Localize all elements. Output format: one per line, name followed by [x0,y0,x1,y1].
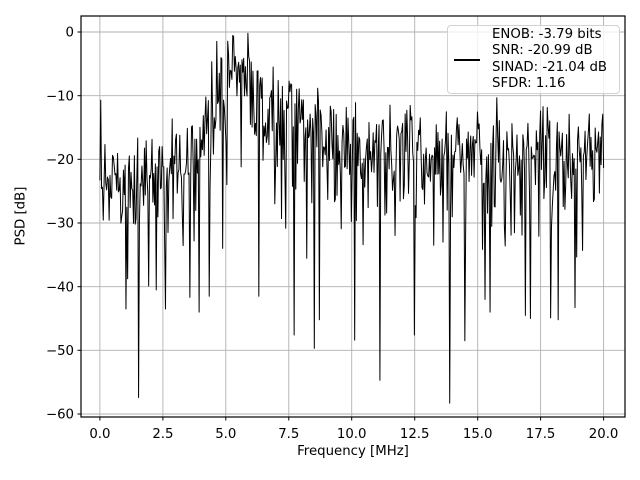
x-tick-label: 10.0 [337,427,367,442]
legend-snr-label: SNR: -20.99 dB [492,43,593,59]
ticks [77,31,605,421]
x-tick-label: 20.0 [589,427,619,442]
x-tick-label: 0.0 [89,427,110,442]
legend-sfdr-label: SFDR: 1.16 [492,75,566,91]
x-tick-label: 17.5 [526,427,556,442]
psd-series-line [99,32,605,404]
axes-spines [80,15,626,418]
y-tick-label: −20 [46,153,74,168]
legend-text-block: ENOB: -3.79 bits SNR: -20.99 dB SINAD: -… [492,27,607,93]
y-axis-label: PSD [dB] [13,186,29,246]
legend-line-sample [454,58,480,61]
y-tick-label: −50 [46,344,74,359]
y-tick-label: −40 [46,280,74,295]
y-tick-label: −30 [46,217,74,232]
legend: ENOB: -3.79 bits SNR: -20.99 dB SINAD: -… [447,25,620,94]
x-tick-label: 2.5 [152,427,173,442]
tick-labels: 0.0 2.5 5.0 7.5 10.0 12.5 15.0 17.5 20.0 0 −10 −20 −… [46,26,618,442]
x-tick-label: 5.0 [215,427,236,442]
x-axis-label: Frequency [MHz] [297,444,409,459]
y-tick-label: −10 [46,89,74,104]
x-tick-label: 15.0 [463,427,493,442]
legend-enob-label: ENOB: -3.79 bits [492,26,602,42]
y-tick-label: 0 [66,26,74,41]
x-tick-label: 12.5 [400,427,430,442]
x-tick-label: 7.5 [278,427,299,442]
legend-sinad-label: SINAD: -21.04 dB [492,59,608,75]
y-tick-label: −60 [46,408,74,423]
